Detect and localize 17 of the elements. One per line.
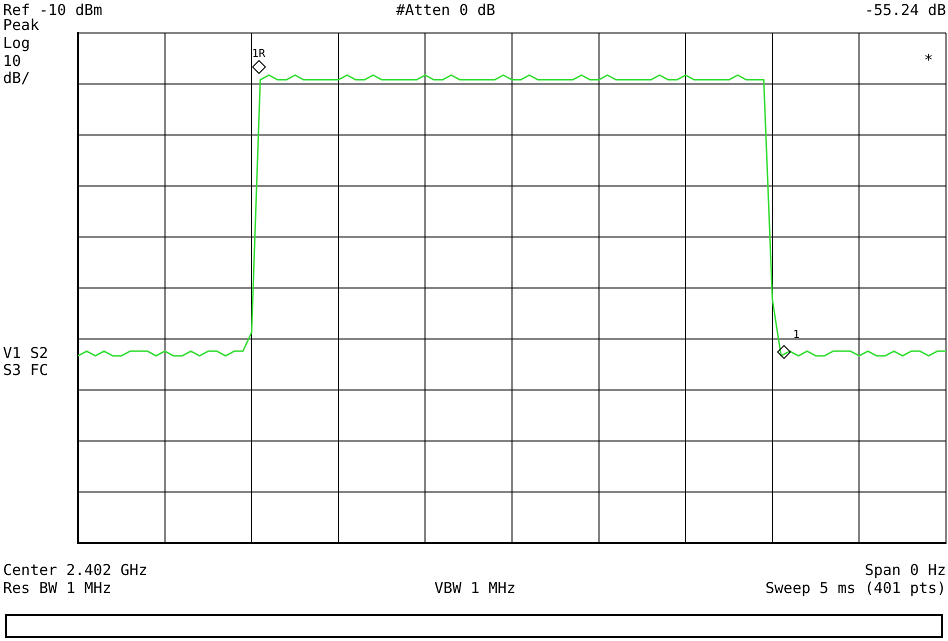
text: Peak	[3, 16, 40, 34]
text: *	[924, 51, 934, 69]
text: 1R	[252, 47, 266, 60]
annotation: 1	[793, 328, 800, 341]
text: VBW 1 MHz	[434, 579, 516, 597]
text: Span 0 Hz	[864, 561, 946, 579]
text: Res BW 1 MHz	[3, 579, 112, 597]
text: 10	[3, 52, 22, 70]
text: Center 2.402 GHz	[3, 561, 148, 579]
text: Log	[3, 34, 30, 52]
text: V1 S2	[3, 344, 48, 362]
text: Sweep 5 ms (401 pts)	[765, 579, 946, 597]
text: S3 FC	[3, 361, 48, 379]
text: -55.24 dB	[864, 1, 946, 19]
text: #Atten 0 dB	[396, 1, 496, 19]
text: dB/	[3, 69, 30, 87]
chart-title: Ref -10 dBm	[3, 1, 102, 19]
